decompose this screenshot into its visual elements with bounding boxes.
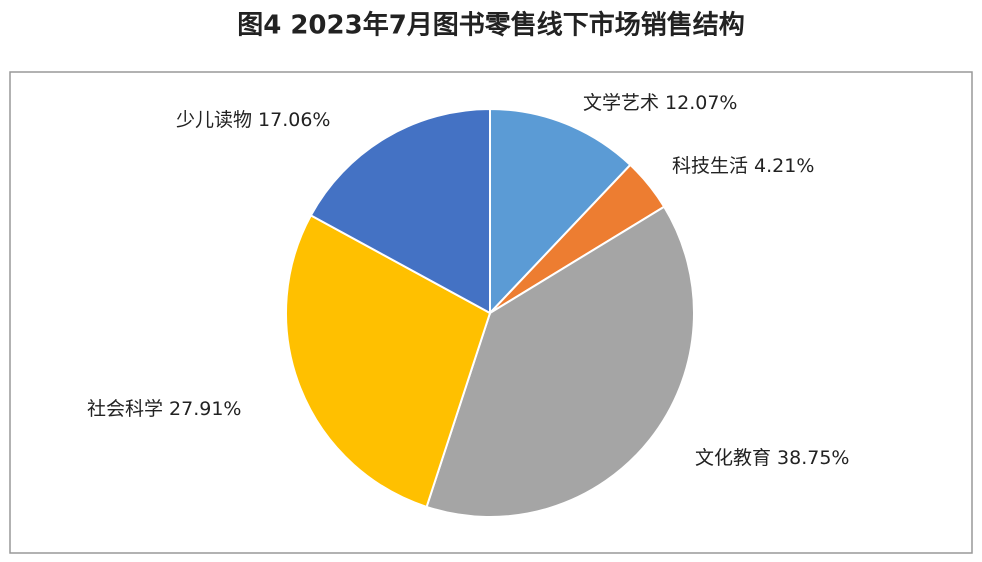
pie-slice <box>309 107 491 315</box>
value-label: 17.06% <box>258 109 330 131</box>
category-label: 少儿读物 <box>176 109 252 131</box>
pie-slice <box>425 205 695 518</box>
slice-label: 科技生活 4.21% <box>672 155 814 177</box>
value-label: 38.75% <box>777 447 849 469</box>
chart-frame <box>9 71 973 554</box>
value-label: 4.21% <box>754 155 814 177</box>
slice-label: 文化教育 38.75% <box>695 447 849 469</box>
value-label: 12.07% <box>665 92 737 114</box>
category-label: 文化教育 <box>695 447 771 469</box>
pie-slice <box>285 214 492 509</box>
slice-label: 社会科学 27.91% <box>87 398 241 420</box>
value-label: 27.91% <box>169 398 241 420</box>
category-label: 科技生活 <box>672 155 748 177</box>
pie-slice <box>489 107 632 316</box>
category-label: 社会科学 <box>87 398 163 420</box>
chart-title: 图4 2023年7月图书零售线下市场销售结构 <box>237 10 745 41</box>
slice-label: 少儿读物 17.06% <box>176 109 330 131</box>
category-label: 文学艺术 <box>583 92 659 114</box>
slice-label: 文学艺术 12.07% <box>583 92 737 114</box>
